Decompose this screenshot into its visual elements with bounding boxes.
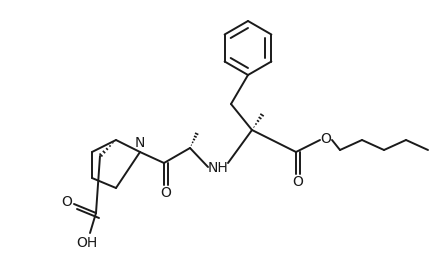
Text: NH: NH <box>208 161 229 175</box>
Text: O: O <box>61 195 72 209</box>
Text: N: N <box>135 136 145 150</box>
Text: O: O <box>160 186 171 200</box>
Text: O: O <box>320 132 332 146</box>
Text: O: O <box>293 175 304 189</box>
Text: OH: OH <box>76 236 98 250</box>
